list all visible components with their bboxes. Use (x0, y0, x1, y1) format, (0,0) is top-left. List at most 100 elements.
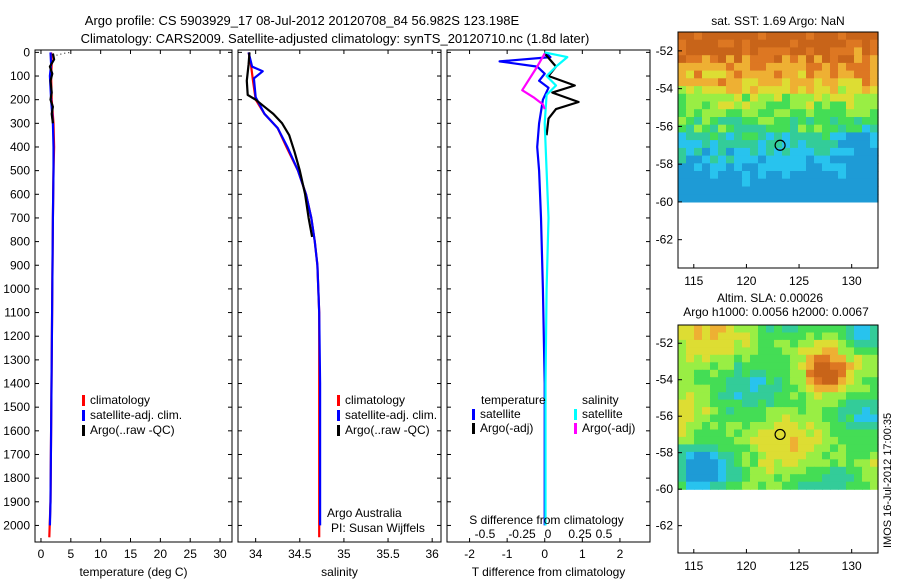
temperature-ytick-label: 1600 (3, 424, 30, 438)
sla-map-cell (726, 377, 735, 386)
sla-map-cell (822, 339, 831, 348)
sla-map-cell (750, 474, 759, 483)
sla-map-cell (750, 451, 759, 460)
sst-map-cell (798, 171, 807, 180)
sst-map-cell (710, 78, 719, 87)
sst-map-cell (726, 155, 735, 164)
sla-map-cell (806, 347, 815, 356)
sla-map-cell (678, 407, 687, 416)
sst-map-cell (838, 178, 847, 187)
sst-map-cell (782, 132, 791, 141)
sst-map-cell (790, 117, 799, 126)
sla-map-cell (830, 369, 839, 378)
sla-map-cell (774, 474, 783, 483)
sla-map-cell (702, 325, 711, 334)
sla-map-cell (846, 399, 855, 408)
sst-map-cell (686, 147, 695, 157)
sla-map-cell (750, 407, 759, 416)
sla-map-cell (846, 436, 855, 445)
sst-map-cell (854, 178, 863, 187)
sla-map-cell (774, 451, 783, 460)
sla-map-cell (766, 444, 775, 453)
sla-map-cell (758, 444, 767, 453)
sla-map-cell (822, 354, 831, 363)
sla-map-cell (814, 384, 823, 393)
sst-map-cell (734, 171, 743, 180)
sst-map-cell (782, 109, 791, 118)
sla-map-cell (710, 474, 719, 483)
sla-map-cell (750, 429, 759, 438)
sst-map-cell (702, 171, 711, 180)
temperature-xtick-label: 5 (67, 547, 74, 561)
sla-map-cell (838, 347, 847, 356)
sst-map-cell (806, 163, 815, 172)
sla-map-cell (774, 377, 783, 386)
sst-map-cell (790, 70, 799, 79)
sst-map-cell (766, 194, 775, 203)
sla-map-cell (766, 422, 775, 431)
sla-map-cell (798, 429, 807, 438)
sla-map-cell (774, 369, 783, 378)
sst-map-cell (750, 117, 759, 126)
sla-map-cell (750, 466, 759, 475)
sst-map-cell (790, 171, 799, 180)
salinity-plot-area (237, 49, 442, 543)
sst-map-cell (806, 62, 815, 72)
sst-map-cell (742, 163, 751, 172)
sla-map-cell (750, 354, 759, 363)
sla-map-cell (830, 392, 839, 401)
sst-map-cell (694, 101, 703, 110)
sst-map-cell (758, 109, 767, 118)
sst-map-cell (694, 178, 703, 187)
sla-map-cell (766, 332, 775, 341)
sla-map-cell (838, 451, 847, 460)
sst-map-cell (718, 70, 727, 79)
sla-map-cell (750, 444, 759, 453)
sla-map-ytick-label: -54 (656, 373, 674, 387)
sla-map-cell (790, 377, 799, 386)
sla-map-cell (814, 414, 823, 423)
sst-map-cell (718, 47, 727, 56)
sst-map-cell (846, 39, 855, 48)
sst-map-cell (790, 109, 799, 118)
sla-map-cell (806, 384, 815, 393)
sst-map-cell (846, 155, 855, 164)
sst-map-cell (710, 47, 719, 56)
sla-map-cell (846, 459, 855, 468)
sst-map-cell (774, 86, 783, 95)
sla-map-cell (846, 407, 855, 416)
sst-map-cell (694, 47, 703, 56)
differences-legend-swatch (574, 423, 577, 434)
sst-map-cell (806, 55, 815, 64)
sst-map-cell (726, 124, 735, 133)
sla-map-cell (718, 422, 727, 431)
sst-map-cell (678, 140, 687, 149)
sla-map-cell (702, 474, 711, 483)
sla-map-cell (678, 436, 687, 445)
sst-map-cell (718, 109, 727, 118)
sla-map-cell (790, 422, 799, 431)
temperature-legend-label: satellite-adj. clim. (90, 408, 182, 422)
sla-map-cell (750, 384, 759, 393)
differences-top-tick-label: 0 (545, 527, 552, 541)
sla-map-cell (734, 466, 743, 475)
sst-map-cell (686, 140, 695, 149)
sst-map-cell (862, 62, 871, 72)
sla-map-cell (798, 407, 807, 416)
sst-map-cell (822, 186, 831, 195)
sla-map-cell (726, 459, 735, 468)
sst-map-argo-position-marker (774, 139, 786, 151)
sst-map-cell (758, 132, 767, 141)
sst-map-cell (854, 171, 863, 180)
sst-map-cell (678, 32, 687, 41)
sst-map-cell (774, 178, 783, 187)
sst-map-cell (822, 86, 831, 95)
sst-map-cell (822, 132, 831, 141)
sla-map-cell (758, 466, 767, 475)
sst-map-cell (742, 47, 751, 56)
sla-map-cell (678, 377, 687, 386)
sla-map-cell (790, 369, 799, 378)
sla-map-cell (870, 332, 879, 341)
sla-map-cell (854, 354, 863, 363)
sst-map-ytick-label: -54 (656, 82, 674, 96)
